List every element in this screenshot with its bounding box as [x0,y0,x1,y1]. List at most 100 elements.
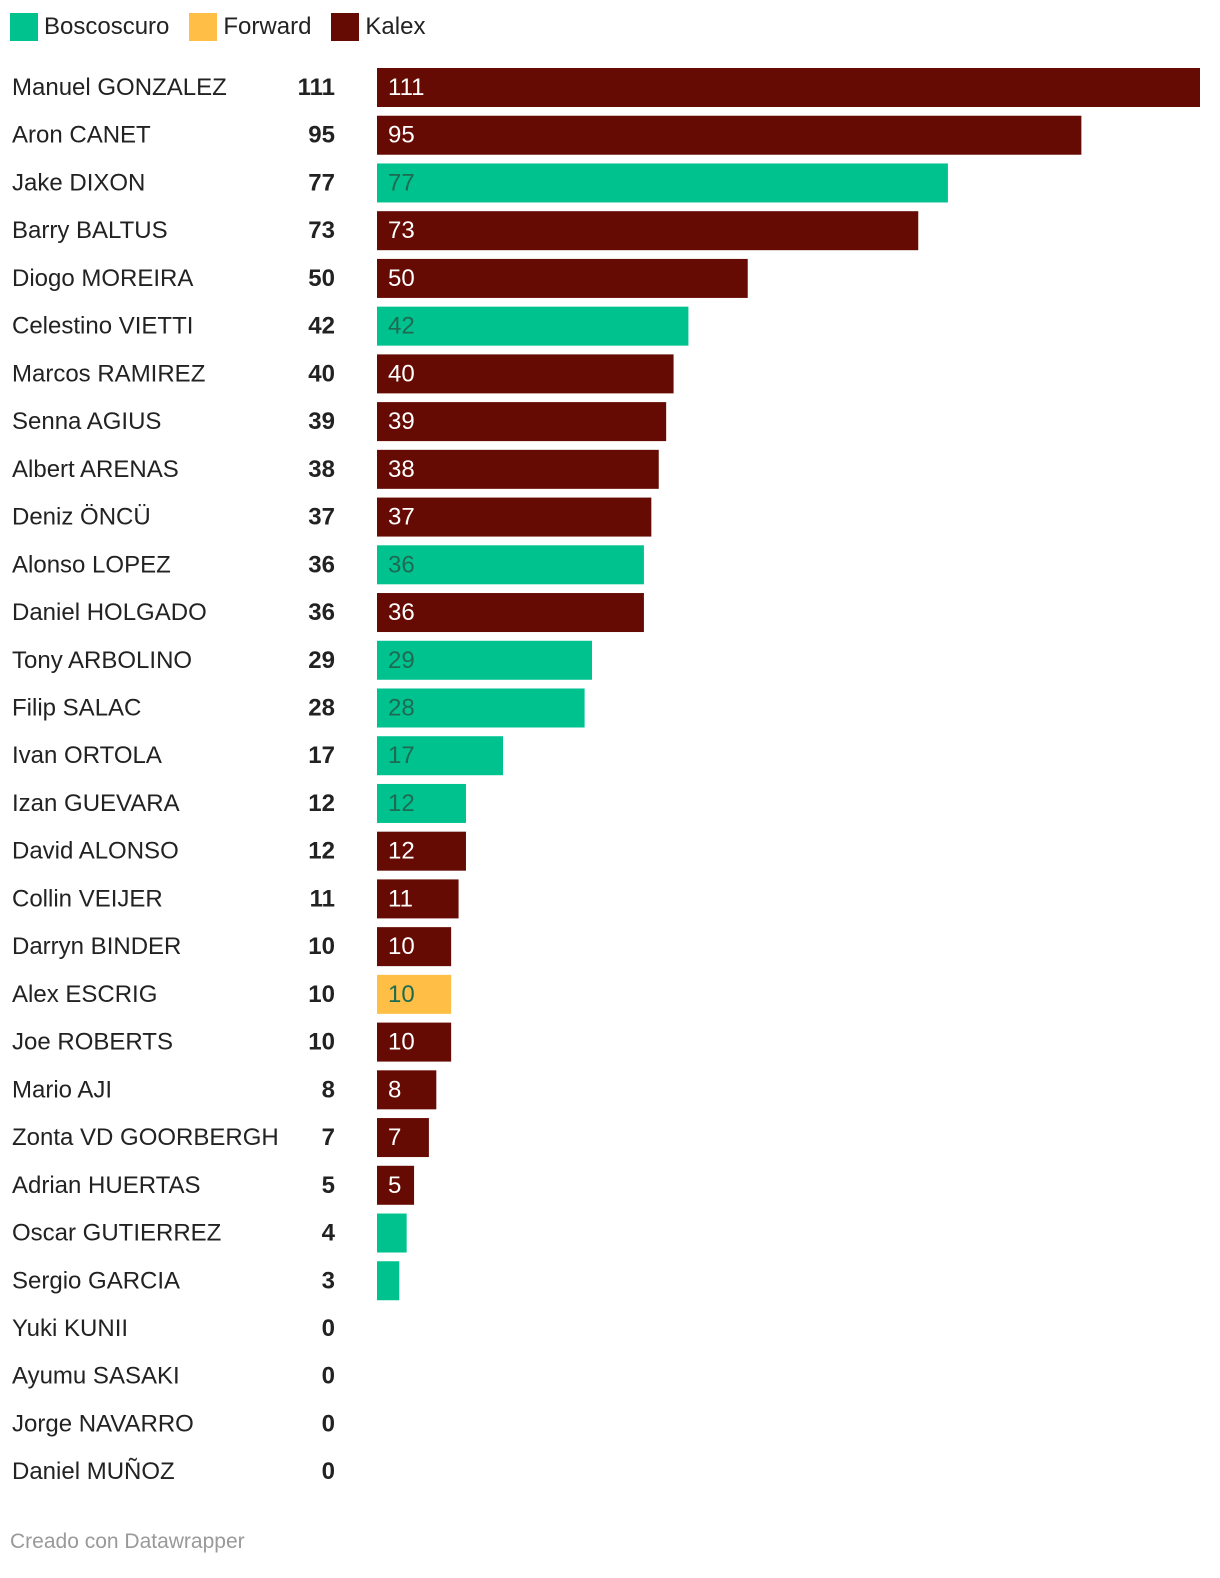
total-value-label: 12 [308,838,335,865]
bar [377,974,452,1014]
category-label: Tony ARBOLINO [12,647,192,674]
category-label: Izan GUEVARA [12,790,180,817]
bar-data-label: 10 [388,981,415,1008]
category-label: Aron CANET [12,122,151,149]
bar [377,1118,429,1158]
bar-data-label: 36 [388,551,415,578]
category-label: Zonta VD GOORBERGH [12,1124,279,1151]
bar-data-label: 37 [388,504,415,531]
total-value-label: 50 [308,265,335,292]
bar-row-daniel-holgado: Daniel HOLGADO 36 36 [12,593,644,633]
bar-data-label: 10 [388,933,415,960]
bar [377,1022,452,1062]
bar [377,306,689,346]
bar [377,497,652,537]
category-label: Sergio GARCIA [12,1267,180,1294]
total-value-label: 0 [322,1458,335,1485]
category-label: Daniel MUÑOZ [12,1458,175,1485]
legend-label-kalex: Kalex [365,13,426,40]
bar-row-jake-dixon: Jake DIXON 77 77 [12,163,948,203]
footer-credit: Creado con Datawrapper [10,1530,245,1553]
bar-data-label: 12 [388,838,415,865]
bar-row-ivan-ortola: Ivan ORTOLA 17 17 [12,736,504,776]
category-label: Ivan ORTOLA [12,742,162,769]
category-label: Joe ROBERTS [12,1029,173,1056]
legend-label-boscoscuro: Boscoscuro [44,13,170,40]
category-label: Daniel HOLGADO [12,599,207,626]
bar-data-label: 111 [388,74,424,101]
total-value-label: 5 [322,1172,335,1199]
category-label: Deniz ÖNCÜ [12,504,151,531]
bar [377,688,585,728]
bar-row-jorge-navarro: Jorge NAVARRO 0 [12,1410,335,1437]
bar-row-yuki-kunii: Yuki KUNII 0 [12,1315,335,1342]
category-label: Celestino VIETTI [12,313,193,340]
legend-label-forward: Forward [223,13,312,40]
legend-item-kalex: Kalex [331,13,425,41]
bar [377,1261,400,1301]
total-value-label: 95 [308,122,335,149]
bar-data-label: 5 [388,1172,401,1199]
category-label: Darryn BINDER [12,933,181,960]
bar [377,402,667,442]
bar [377,593,644,633]
bar [377,736,504,776]
category-label: Manuel GONZALEZ [12,74,227,101]
total-value-label: 38 [308,456,335,483]
bar-row-oscar-gutierrez: Oscar GUTIERREZ 4 [12,1213,407,1253]
bar-row-marcos-ramirez: Marcos RAMIREZ 40 40 [12,354,674,394]
bar-row-collin-veijer: Collin VEIJER 11 11 [12,879,459,919]
category-label: Jake DIXON [12,169,145,196]
bar [377,927,452,967]
category-label: Adrian HUERTAS [12,1172,201,1199]
bar-data-label: 17 [388,742,415,769]
bar-data-label: 29 [388,647,415,674]
bar-row-mario-aji: Mario AJI 8 8 [12,1070,437,1110]
total-value-label: 10 [308,981,335,1008]
legend-swatch-boscoscuro [10,13,38,41]
total-value-label: 77 [308,169,335,196]
bar [377,783,466,823]
bar-row-diogo-moreira: Diogo MOREIRA 50 50 [12,258,748,298]
total-value-label: 4 [322,1220,336,1247]
bar-data-label: 11 [388,885,413,912]
bar [377,1165,415,1205]
category-label: Alonso LOPEZ [12,551,171,578]
category-label: Alex ESCRIG [12,981,157,1008]
total-value-label: 111 [298,74,335,101]
bar-data-label: 95 [388,122,415,149]
category-label: Senna AGIUS [12,408,161,435]
bar-data-label: 50 [388,265,415,292]
category-label: Albert ARENAS [12,456,179,483]
bar-row-alex-escrig: Alex ESCRIG 10 10 [12,974,452,1014]
bar-data-label: 40 [388,360,415,387]
bar [377,545,644,585]
category-label: Collin VEIJER [12,885,163,912]
total-value-label: 28 [308,694,335,721]
total-value-label: 29 [308,647,335,674]
total-value-label: 0 [322,1315,335,1342]
total-value-label: 3 [322,1267,335,1294]
category-label: Marcos RAMIREZ [12,360,205,387]
bar [377,354,674,394]
bar-row-deniz-nc: Deniz ÖNCÜ 37 37 [12,497,652,537]
total-value-label: 0 [322,1410,335,1437]
total-value-label: 12 [308,790,335,817]
total-value-label: 39 [308,408,335,435]
bar-row-sergio-garcia: Sergio GARCIA 3 [12,1261,400,1301]
bar [377,211,919,251]
total-value-label: 36 [308,551,335,578]
total-value-label: 8 [322,1076,335,1103]
category-label: Mario AJI [12,1076,112,1103]
bar-row-aron-canet: Aron CANET 95 95 [12,115,1082,155]
legend-swatch-kalex [331,13,360,41]
bar [377,1070,437,1110]
total-value-label: 17 [308,742,335,769]
total-value-label: 10 [308,933,335,960]
bar-data-label: 73 [388,217,415,244]
total-value-label: 42 [308,313,335,340]
bar-data-label: 36 [388,599,415,626]
bar-data-label: 39 [388,408,415,435]
bar-row-izan-guevara: Izan GUEVARA 12 12 [12,783,466,823]
bar-row-celestino-vietti: Celestino VIETTI 42 42 [12,306,689,346]
